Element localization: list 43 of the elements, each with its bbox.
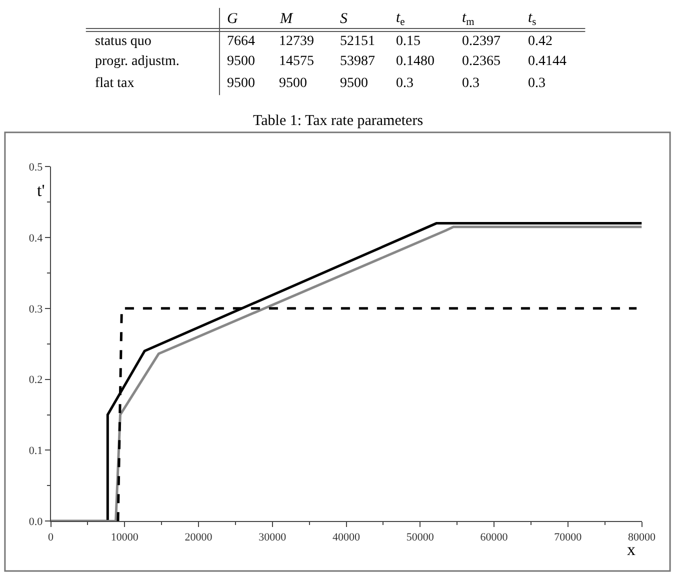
- category-label: t$_{m}$: [462, 10, 474, 28]
- y-tick-label: 0.4: [28, 232, 44, 244]
- category-label: flat tax: [95, 76, 134, 91]
- text: 53987: [340, 54, 375, 69]
- text: 7664: [227, 34, 255, 49]
- text: 14575: [279, 54, 314, 69]
- x-tick-label: 70000: [554, 531, 582, 544]
- category-label: M: [279, 11, 294, 27]
- category-label: t$_{s}$: [528, 10, 536, 28]
- text: 0.3: [396, 76, 414, 91]
- category-label: progr. adjustm.: [95, 54, 180, 69]
- y-tick-label: 0.3: [28, 303, 44, 316]
- x-tick-label: 0: [48, 531, 54, 544]
- text: 0.1480: [396, 54, 434, 69]
- text: 0.3: [462, 76, 480, 91]
- category-label: G: [227, 11, 238, 27]
- y-tick-label: 0.0: [28, 516, 44, 528]
- x-tick-label: 40000: [332, 531, 361, 544]
- y-tick-label: 0.2: [28, 374, 43, 386]
- text: 0.2397: [462, 34, 500, 49]
- category-label: status quo: [95, 34, 152, 49]
- y-tick-label: 0.1: [28, 445, 43, 458]
- text: 9500: [340, 76, 368, 91]
- text: 12739: [279, 34, 314, 49]
- text: 9500: [279, 76, 307, 91]
- y-axis-title: t': [37, 181, 45, 200]
- category-label: S: [340, 11, 348, 27]
- text: 0.15: [396, 34, 420, 49]
- text: 0.3: [528, 76, 546, 91]
- category-label: t$_{e}$: [396, 10, 406, 28]
- x-tick-label: 50000: [406, 531, 434, 544]
- text: 52151: [340, 34, 375, 49]
- x-tick-label: 20000: [184, 531, 213, 544]
- text: 0.2365: [462, 54, 500, 69]
- y-tick-label: 0.5: [28, 161, 44, 174]
- text: 9500: [227, 76, 255, 91]
- x-tick-label: 10000: [110, 531, 139, 544]
- text: 9500: [227, 54, 255, 69]
- x-tick-label: 60000: [480, 531, 508, 544]
- text: 0.42: [528, 34, 552, 49]
- text: 0.4144: [528, 54, 566, 69]
- caption: Table 1: Tax rate parameters: [253, 113, 424, 129]
- x-tick-label: 30000: [258, 531, 287, 544]
